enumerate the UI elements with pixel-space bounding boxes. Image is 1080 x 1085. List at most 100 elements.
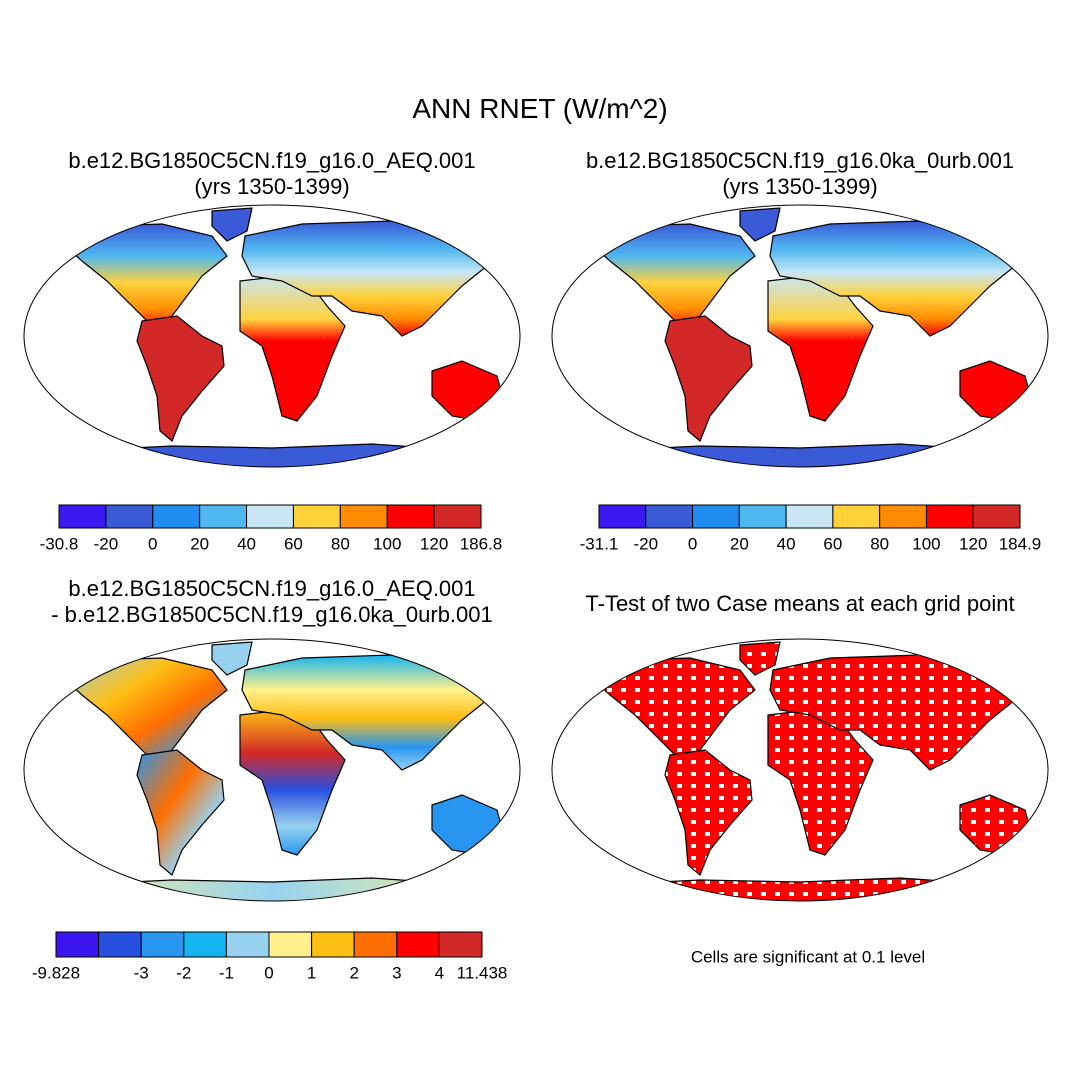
land-antarctica bbox=[31, 443, 513, 467]
colorbar-box bbox=[738, 504, 787, 529]
land-australia bbox=[431, 794, 506, 856]
colorbar-label: -20 bbox=[633, 534, 658, 553]
colorbar-label: 0 bbox=[264, 963, 273, 982]
colorbar-label: -2 bbox=[176, 963, 191, 982]
map-outline bbox=[551, 638, 1049, 902]
colorbar-box bbox=[832, 504, 881, 529]
colorbar-label: 3 bbox=[392, 963, 401, 982]
land-africa bbox=[239, 275, 346, 422]
land-australia bbox=[959, 360, 1034, 422]
colorbar-label: 100 bbox=[373, 534, 401, 553]
map-land bbox=[31, 207, 513, 467]
note: Cells are significant at 0.1 level bbox=[691, 947, 925, 966]
land-greenland bbox=[211, 641, 253, 676]
land-namerica bbox=[58, 223, 228, 332]
colorbar-label: 186.8 bbox=[460, 534, 503, 553]
land-antarctica bbox=[31, 877, 513, 901]
colorbar-box bbox=[140, 931, 185, 958]
map-land bbox=[559, 641, 1041, 901]
colorbar-box bbox=[692, 504, 740, 529]
colorbar-box bbox=[105, 504, 154, 529]
land-australia bbox=[959, 794, 1034, 856]
colorbar-box bbox=[98, 931, 142, 958]
land-namerica bbox=[58, 657, 228, 766]
land-greenland bbox=[211, 207, 253, 242]
colorbar-box bbox=[785, 504, 834, 529]
map bbox=[551, 638, 1049, 902]
land-africa bbox=[767, 709, 874, 856]
colorbar-label: 40 bbox=[237, 534, 256, 553]
colorbar-label: -3 bbox=[134, 963, 149, 982]
land-africa bbox=[767, 275, 874, 422]
colorbar-label: -31.1 bbox=[580, 534, 619, 553]
panel-title: b.e12.BG1850C5CN.f19_g16.0_AEQ.001 bbox=[68, 576, 475, 601]
colorbar-label: 4 bbox=[435, 963, 444, 982]
panel-subtitle: (yrs 1350-1399) bbox=[194, 174, 349, 199]
colorbar-label: 120 bbox=[420, 534, 448, 553]
land-africa bbox=[239, 709, 346, 856]
colorbar-label: -1 bbox=[219, 963, 234, 982]
land-antarctica bbox=[559, 877, 1041, 901]
colorbar-box bbox=[353, 931, 398, 958]
land-samerica bbox=[664, 749, 753, 876]
colorbar-box bbox=[396, 931, 440, 958]
colorbar-label: -30.8 bbox=[40, 534, 79, 553]
map bbox=[23, 638, 521, 902]
colorbar-label: 20 bbox=[190, 534, 209, 553]
land-samerica bbox=[136, 749, 225, 876]
map bbox=[551, 204, 1049, 468]
colorbar-label: 2 bbox=[349, 963, 358, 982]
figure-title: ANN RNET (W/m^2) bbox=[412, 93, 667, 124]
panel-title: T-Test of two Case means at each grid po… bbox=[585, 591, 1014, 616]
colorbar-label: 60 bbox=[823, 534, 842, 553]
colorbar-box bbox=[311, 931, 355, 958]
panel-subtitle: - b.e12.BG1850C5CN.f19_g16.0ka_0urb.001 bbox=[51, 602, 493, 627]
panel-subtitle: (yrs 1350-1399) bbox=[722, 174, 877, 199]
colorbar-label: 0 bbox=[688, 534, 697, 553]
colorbar-box bbox=[438, 931, 483, 958]
colorbar-box bbox=[246, 504, 294, 529]
land-samerica bbox=[136, 315, 225, 442]
land-greenland bbox=[739, 207, 781, 242]
land-antarctica bbox=[559, 443, 1041, 467]
map-outline bbox=[23, 638, 521, 902]
colorbar-box bbox=[183, 931, 227, 958]
colorbar-label: 20 bbox=[730, 534, 749, 553]
colorbar-label: 0 bbox=[148, 534, 157, 553]
colorbar-box bbox=[925, 504, 974, 529]
map bbox=[23, 204, 521, 468]
colorbar-box bbox=[339, 504, 388, 529]
colorbar-box bbox=[972, 504, 1021, 529]
colorbar-label: 80 bbox=[870, 534, 889, 553]
colorbar-label: 40 bbox=[777, 534, 796, 553]
colorbar-box bbox=[199, 504, 248, 529]
colorbar-box bbox=[58, 504, 107, 529]
colorbar-label: 11.438 bbox=[457, 963, 508, 982]
land-australia bbox=[431, 360, 506, 422]
land-samerica bbox=[664, 315, 753, 442]
land-namerica bbox=[586, 657, 756, 766]
colorbar-box bbox=[879, 504, 927, 529]
panel-title: b.e12.BG1850C5CN.f19_g16.0_AEQ.001 bbox=[68, 148, 475, 173]
panel-title: b.e12.BG1850C5CN.f19_g16.0ka_0urb.001 bbox=[586, 148, 1014, 173]
colorbar-label: 60 bbox=[284, 534, 303, 553]
map-land bbox=[31, 641, 513, 901]
colorbar-label: -9.828 bbox=[32, 963, 80, 982]
colorbar-label: 100 bbox=[912, 534, 940, 553]
colorbar-box bbox=[645, 504, 694, 529]
colorbar-box bbox=[386, 504, 435, 529]
map-land bbox=[559, 207, 1041, 467]
colorbar-label: -20 bbox=[94, 534, 119, 553]
colorbar-box bbox=[292, 504, 341, 529]
map-outline bbox=[551, 204, 1049, 468]
colorbar-box bbox=[225, 931, 270, 958]
colorbar-box bbox=[152, 504, 201, 529]
colorbar-label: 1 bbox=[307, 963, 316, 982]
colorbar-box bbox=[268, 931, 313, 958]
land-greenland bbox=[739, 641, 781, 676]
colorbar-box bbox=[433, 504, 482, 529]
land-namerica bbox=[586, 223, 756, 332]
colorbar-label: 120 bbox=[959, 534, 987, 553]
